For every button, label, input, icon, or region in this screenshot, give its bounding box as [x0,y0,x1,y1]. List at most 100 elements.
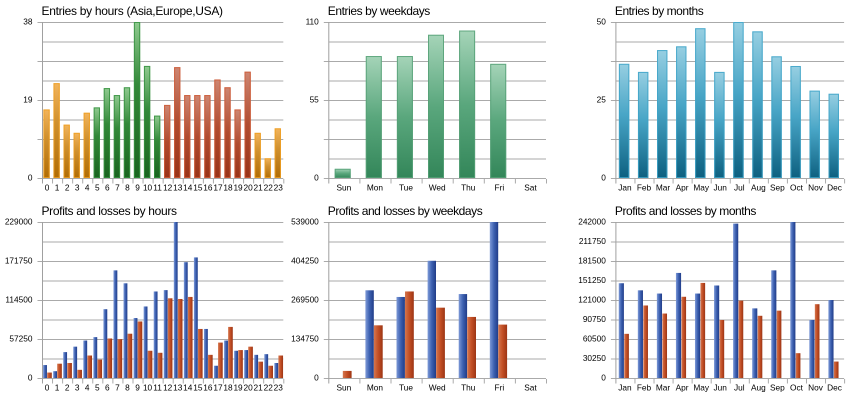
svg-text:18: 18 [223,183,233,193]
svg-text:171750: 171750 [5,255,33,265]
svg-text:Sat: Sat [524,383,537,393]
svg-text:0: 0 [45,383,50,393]
svg-text:0: 0 [601,372,606,382]
svg-text:May: May [693,183,710,193]
svg-text:8: 8 [125,183,130,193]
svg-text:9: 9 [135,183,140,193]
svg-text:23: 23 [274,183,284,193]
svg-text:21: 21 [254,383,264,393]
svg-text:Mar: Mar [656,383,671,393]
svg-text:Sun: Sun [336,383,351,393]
svg-text:12: 12 [163,183,173,193]
svg-text:14: 14 [183,183,193,193]
svg-text:Jun: Jun [714,383,728,393]
svg-text:Fri: Fri [495,183,505,193]
svg-text:20: 20 [243,383,253,393]
svg-text:Aug: Aug [751,183,766,193]
svg-text:4: 4 [85,383,90,393]
svg-text:7: 7 [115,183,120,193]
svg-text:10: 10 [143,383,153,393]
svg-text:Jan: Jan [618,183,632,193]
svg-text:7: 7 [115,383,120,393]
svg-text:20: 20 [243,183,253,193]
svg-text:Entries by weekdays: Entries by weekdays [328,4,430,18]
svg-text:Sep: Sep [770,183,785,193]
svg-text:13: 13 [173,183,183,193]
svg-text:Nov: Nov [808,383,824,393]
svg-text:269500: 269500 [291,294,319,304]
svg-text:Wed: Wed [429,383,446,393]
svg-text:5: 5 [95,183,100,193]
svg-text:Profits and losses by weekdays: Profits and losses by weekdays [328,204,483,218]
svg-text:9: 9 [135,383,140,393]
svg-text:242000: 242000 [578,216,606,226]
svg-text:Feb: Feb [637,183,652,193]
svg-text:22: 22 [264,383,274,393]
svg-text:15: 15 [193,383,203,393]
svg-text:Mon: Mon [367,383,384,393]
svg-text:Dec: Dec [827,383,842,393]
svg-text:16: 16 [203,183,213,193]
svg-text:May: May [693,383,710,393]
svg-text:6: 6 [105,183,110,193]
svg-text:Mar: Mar [656,183,671,193]
svg-text:19: 19 [233,383,243,393]
svg-text:Profits and losses by hours: Profits and losses by hours [42,204,177,218]
svg-text:Apr: Apr [676,383,689,393]
svg-text:Mon: Mon [367,183,384,193]
svg-text:404250: 404250 [291,255,319,265]
svg-text:11: 11 [153,183,162,193]
svg-text:90750: 90750 [583,314,606,324]
svg-text:18: 18 [223,383,233,393]
svg-text:539000: 539000 [291,216,319,226]
svg-text:0: 0 [28,172,33,182]
svg-text:Feb: Feb [637,383,652,393]
svg-text:14: 14 [183,383,193,393]
svg-text:57250: 57250 [9,333,32,343]
svg-text:30250: 30250 [583,353,606,363]
svg-text:0: 0 [45,183,50,193]
svg-text:121000: 121000 [578,294,606,304]
svg-text:4: 4 [85,183,90,193]
svg-text:38: 38 [23,16,33,26]
svg-text:60500: 60500 [583,333,606,343]
svg-text:1: 1 [55,183,60,193]
svg-text:0: 0 [28,372,33,382]
svg-text:Fri: Fri [495,383,505,393]
svg-text:1: 1 [55,383,60,393]
svg-text:5: 5 [95,383,100,393]
svg-text:181500: 181500 [578,255,606,265]
svg-text:Tue: Tue [399,383,413,393]
svg-text:21: 21 [254,183,264,193]
svg-text:15: 15 [193,183,203,193]
svg-text:114500: 114500 [5,294,32,304]
svg-text:Jul: Jul [734,183,745,193]
svg-text:Tue: Tue [399,183,413,193]
svg-text:6: 6 [105,383,110,393]
svg-text:25: 25 [597,94,607,104]
svg-text:2: 2 [65,183,70,193]
svg-text:211750: 211750 [579,236,606,246]
svg-text:3: 3 [75,383,80,393]
svg-text:Jul: Jul [734,383,745,393]
svg-text:Wed: Wed [429,183,446,193]
svg-text:229000: 229000 [5,216,33,226]
svg-text:22: 22 [264,183,274,193]
svg-text:17: 17 [213,383,223,393]
svg-text:3: 3 [75,183,80,193]
svg-text:Sun: Sun [336,183,351,193]
svg-text:0: 0 [314,372,319,382]
svg-text:23: 23 [274,383,284,393]
svg-text:134750: 134750 [291,333,319,343]
svg-text:0: 0 [601,172,606,182]
svg-text:Entries by hours (Asia,Europe,: Entries by hours (Asia,Europe,USA) [42,4,224,18]
svg-text:19: 19 [233,183,243,193]
svg-text:Oct: Oct [790,383,804,393]
svg-text:Nov: Nov [808,183,824,193]
svg-text:Profits and losses by months: Profits and losses by months [615,204,757,218]
svg-text:8: 8 [125,383,130,393]
svg-text:2: 2 [65,383,70,393]
svg-text:Apr: Apr [676,183,689,193]
svg-text:55: 55 [310,94,320,104]
svg-text:17: 17 [213,183,223,193]
